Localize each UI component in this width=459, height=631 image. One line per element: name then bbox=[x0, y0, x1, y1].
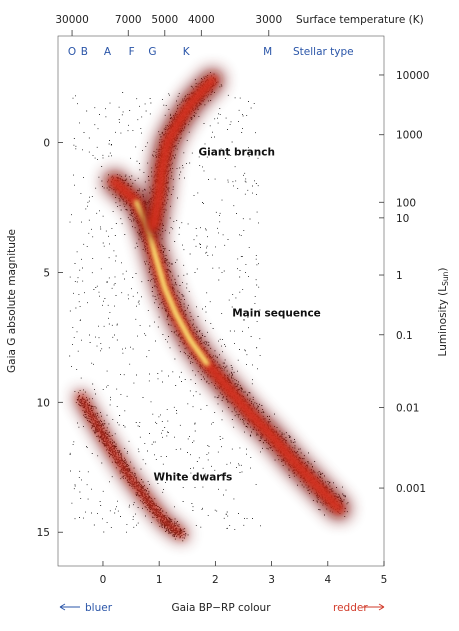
y-tick-label: 15 bbox=[37, 527, 50, 539]
y-tick-label: 10 bbox=[37, 397, 50, 409]
spectral-type-O: O bbox=[68, 46, 76, 58]
y-tick-label: 0 bbox=[43, 138, 50, 150]
right-tick-label: 0.001 bbox=[396, 483, 426, 495]
right-tick-label: 100 bbox=[396, 197, 416, 209]
density-mid-2 bbox=[77, 393, 185, 539]
x-tick-label: 2 bbox=[212, 574, 219, 586]
x-tick-label: 0 bbox=[100, 574, 107, 586]
x-tick-label: 4 bbox=[324, 574, 331, 586]
x-axis-label: Gaia BP−RP colour bbox=[171, 602, 271, 614]
bluer-label: bluer bbox=[85, 602, 113, 614]
x-tick-label: 1 bbox=[156, 574, 163, 586]
right-tick-label: 10 bbox=[396, 213, 409, 225]
spectral-type-B: B bbox=[81, 46, 88, 58]
top-tick-label: 5000 bbox=[151, 14, 178, 26]
right-tick-label: 0.01 bbox=[396, 403, 419, 415]
right-tick-label: 1000 bbox=[396, 130, 423, 142]
density-mid-1 bbox=[147, 74, 219, 232]
x-tick-label: 5 bbox=[381, 574, 388, 586]
redder-label: redder bbox=[333, 602, 368, 614]
right-tick-label: 0.1 bbox=[396, 330, 413, 342]
right-axis-label-main: Luminosity (L bbox=[437, 286, 449, 357]
x-axis: 0 1 2 3 4 5 bbox=[100, 561, 388, 586]
annotations: Giant branch Main sequence White dwarfs bbox=[154, 147, 321, 484]
redder-arrow bbox=[363, 603, 385, 611]
top-tick-label: 4000 bbox=[188, 14, 215, 26]
density-layer bbox=[74, 69, 350, 541]
spectral-type-A: A bbox=[104, 46, 112, 58]
plot-frame bbox=[57, 35, 385, 567]
bluer-arrow bbox=[59, 603, 80, 611]
spectral-type-G: G bbox=[148, 46, 156, 58]
x-tick-label: 3 bbox=[268, 574, 275, 586]
y-axis: 0 5 10 15 bbox=[37, 138, 63, 539]
spectral-type-M: M bbox=[263, 46, 272, 58]
top-tick-label: 3000 bbox=[255, 14, 282, 26]
annotation-label: White dwarfs bbox=[154, 471, 233, 483]
top-axis: 30000 7000 5000 4000 3000 bbox=[55, 14, 282, 36]
top-tick-label: 7000 bbox=[115, 14, 142, 26]
right-tick-label: 1 bbox=[396, 270, 403, 282]
top-tick-label: 30000 bbox=[55, 14, 88, 26]
y-tick-label: 5 bbox=[43, 267, 50, 279]
right-axis-label-sub: Sun bbox=[441, 271, 450, 286]
spectral-type-label: Stellar type bbox=[293, 46, 354, 58]
spectral-type-K: K bbox=[183, 46, 191, 58]
right-tick-label: 10000 bbox=[396, 70, 429, 82]
annotation-label: Giant branch bbox=[199, 147, 275, 159]
right-axis-label: Luminosity (LSun) bbox=[437, 268, 450, 357]
right-axis: 10000 1000 100 10 1 0.1 0.01 0.001 bbox=[379, 70, 429, 495]
top-axis-label: Surface temperature (K) bbox=[296, 14, 424, 26]
y-axis-label: Gaia G absolute magnitude bbox=[6, 229, 18, 373]
spectral-type-F: F bbox=[129, 46, 135, 58]
annotation-label: Main sequence bbox=[232, 308, 321, 320]
right-axis-label-end: ) bbox=[437, 268, 449, 272]
